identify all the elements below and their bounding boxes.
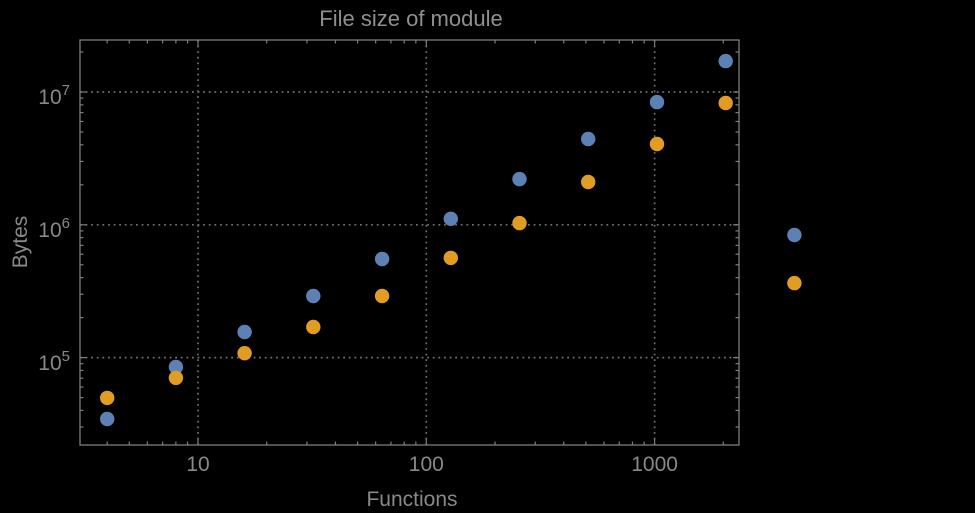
data-point-orange-series [581, 174, 596, 190]
data-point-blue-series [306, 288, 321, 304]
data-point-orange-series [512, 215, 527, 231]
data-point-orange-series [100, 390, 115, 406]
x-tick-label-10: 10 [186, 453, 209, 476]
data-points [100, 53, 802, 427]
x-tick-label-100: 100 [409, 453, 444, 476]
y-tick-label-1e5: 105 [38, 348, 70, 375]
y-tick-base: 10 [38, 86, 61, 109]
x-axis-label: Functions [366, 488, 457, 511]
data-point-blue-series [443, 211, 458, 226]
data-point-blue-series [237, 324, 252, 340]
chart-title: File size of module [319, 6, 502, 31]
y-tick-label-1e6: 106 [38, 215, 70, 242]
y-tick-label-1e7: 107 [38, 82, 70, 109]
data-point-orange-series [649, 136, 665, 152]
y-tick-base: 10 [38, 219, 61, 242]
y-tick-base: 10 [38, 352, 61, 375]
y-tick-labels: 105 106 107 [38, 82, 70, 375]
data-point-orange-series [306, 319, 321, 335]
data-point-orange-series [718, 95, 733, 111]
data-point-orange-series [237, 346, 252, 361]
data-point-orange-series [443, 250, 458, 266]
data-point-blue-series [787, 227, 802, 243]
y-axis-label: Bytes [9, 216, 32, 269]
x-tick-labels: 10 100 1000 [186, 453, 678, 476]
y-tick-exponent: 7 [62, 82, 70, 99]
axis-ticks [80, 40, 739, 445]
data-point-orange-series [787, 275, 802, 291]
data-point-blue-series [374, 251, 390, 267]
data-point-blue-series [718, 53, 733, 69]
data-point-blue-series [649, 94, 665, 110]
y-tick-exponent: 6 [62, 215, 70, 232]
data-point-blue-series [512, 171, 527, 187]
x-tick-label-1000: 1000 [631, 453, 678, 476]
data-point-blue-series [581, 131, 596, 147]
data-point-orange-series [168, 370, 184, 386]
data-point-orange-series [374, 288, 390, 304]
y-tick-exponent: 5 [62, 348, 70, 365]
data-point-blue-series [100, 411, 115, 427]
data-point-blue-series [168, 359, 184, 375]
plot-frame [79, 39, 740, 446]
